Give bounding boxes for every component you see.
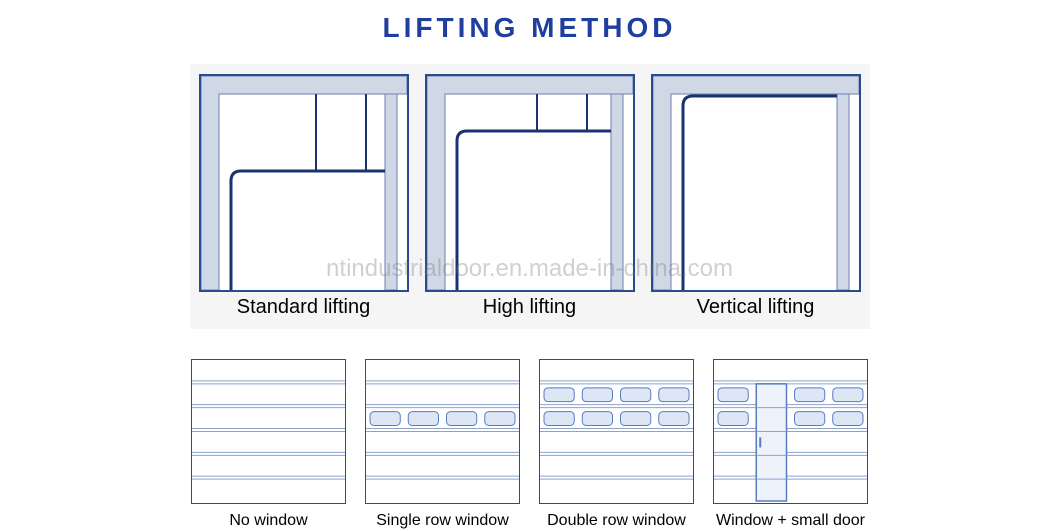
window-diagram: [539, 359, 694, 504]
window-label: Double row window: [547, 504, 686, 530]
lifting-label: Vertical lifting: [697, 292, 815, 319]
page-title: LIFTING METHOD: [0, 0, 1059, 64]
window-label: Single row window: [376, 504, 509, 530]
window-diagram: [713, 359, 868, 504]
window-label: Window + small door: [716, 504, 865, 530]
window-option-row: No window Single row window Double row win…: [190, 359, 870, 530]
window-label: No window: [229, 504, 307, 530]
window-diagram: [191, 359, 346, 504]
lifting-method-row: Standard lifting High lifting Vertical lif…: [190, 64, 870, 329]
window-diagram: [365, 359, 520, 504]
lifting-diagram: [651, 74, 861, 292]
window-card: Single row window: [364, 359, 522, 530]
window-card: Double row window: [538, 359, 696, 530]
lifting-label: Standard lifting: [237, 292, 370, 319]
lifting-diagram: [425, 74, 635, 292]
window-card: Window + small door: [712, 359, 870, 530]
lifting-card: High lifting: [425, 74, 635, 319]
lifting-card: Vertical lifting: [651, 74, 861, 319]
lifting-card: Standard lifting: [199, 74, 409, 319]
lifting-label: High lifting: [483, 292, 576, 319]
window-card: No window: [190, 359, 348, 530]
lifting-diagram: [199, 74, 409, 292]
